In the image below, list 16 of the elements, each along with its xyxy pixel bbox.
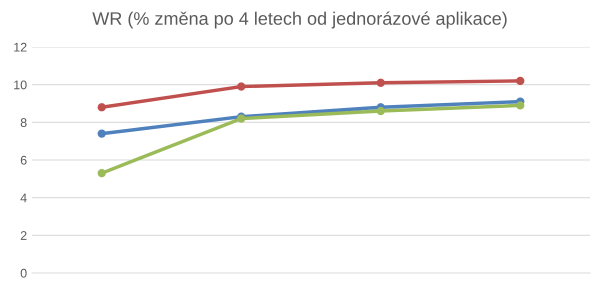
y-tick-label: 12 bbox=[14, 42, 27, 52]
point bbox=[98, 169, 106, 178]
chart-title: WR (% změna po 4 letech od jednorázové aplikace) bbox=[92, 11, 507, 28]
y-tick-label: 8 bbox=[20, 118, 27, 127]
point bbox=[516, 101, 524, 110]
y-tick-label: 4 bbox=[20, 194, 27, 202]
point bbox=[98, 103, 106, 112]
y-tick-label: 2 bbox=[20, 231, 27, 240]
y-tick-label: 0 bbox=[20, 268, 27, 278]
point bbox=[376, 106, 385, 116]
point bbox=[237, 82, 246, 91]
point bbox=[98, 129, 106, 138]
y-tick-label: 6 bbox=[20, 156, 27, 165]
point bbox=[516, 76, 524, 86]
point bbox=[376, 78, 385, 87]
y-tick-label: 10 bbox=[14, 80, 27, 90]
